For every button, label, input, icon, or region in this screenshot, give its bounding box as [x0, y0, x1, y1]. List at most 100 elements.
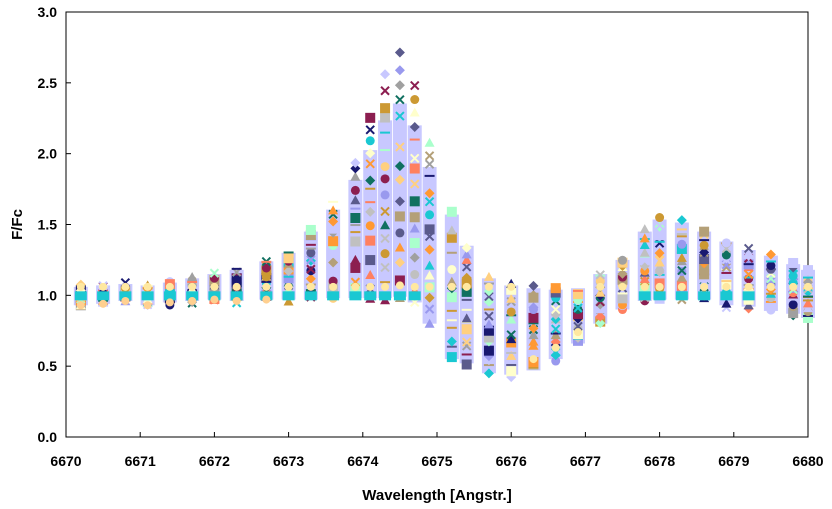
data-point	[506, 322, 516, 332]
data-point	[351, 282, 360, 291]
y-tick-label: 2.5	[38, 75, 58, 91]
data-point	[304, 291, 317, 301]
data-point	[365, 136, 375, 146]
data-point	[74, 291, 87, 301]
data-point	[676, 272, 687, 282]
data-point	[210, 295, 219, 304]
data-point	[305, 224, 316, 235]
data-point	[677, 282, 686, 291]
data-point	[803, 303, 813, 313]
data-point	[484, 311, 494, 321]
data-point	[447, 282, 456, 291]
data-point	[461, 254, 472, 264]
x-tick-label: 6675	[421, 453, 452, 469]
data-point	[329, 282, 338, 291]
data-point	[349, 291, 362, 301]
data-point	[699, 269, 710, 280]
plot-area	[65, 11, 815, 438]
data-point	[230, 291, 243, 301]
data-point	[425, 282, 434, 291]
data-point	[350, 185, 360, 195]
data-point	[766, 282, 775, 291]
data-point	[721, 238, 731, 248]
data-point	[380, 103, 391, 114]
data-point	[188, 297, 197, 305]
data-point	[409, 196, 420, 207]
data-point	[163, 291, 176, 301]
data-point	[483, 325, 494, 336]
x-tick-label: 6676	[496, 453, 527, 469]
data-point	[261, 263, 271, 273]
data-point	[617, 268, 628, 279]
data-point	[395, 142, 405, 152]
data-point	[653, 291, 666, 301]
data-point	[483, 332, 494, 343]
data-point	[676, 243, 687, 254]
data-point	[350, 244, 361, 255]
data-point	[282, 291, 295, 301]
data-point	[461, 286, 472, 297]
data-point	[654, 257, 665, 267]
data-point	[365, 206, 376, 217]
data-point	[507, 282, 516, 291]
data-point	[446, 352, 457, 363]
data-point	[283, 273, 294, 284]
data-point	[306, 248, 316, 258]
data-point	[365, 112, 376, 123]
data-point	[284, 282, 293, 291]
data-point	[461, 262, 472, 272]
data-point	[424, 137, 435, 147]
data-point	[424, 244, 435, 255]
data-point	[529, 355, 538, 364]
data-point	[789, 282, 798, 291]
data-point	[231, 273, 242, 284]
data-point	[640, 266, 650, 276]
data-point	[380, 220, 391, 230]
data-point	[721, 298, 732, 308]
data-point	[425, 210, 435, 220]
data-point	[410, 179, 420, 189]
data-point	[365, 235, 376, 246]
data-point	[394, 47, 405, 58]
data-point	[424, 292, 435, 303]
data-point	[722, 282, 731, 291]
data-point	[365, 175, 376, 186]
data-point	[721, 250, 731, 260]
data-point	[639, 224, 650, 234]
data-point	[409, 163, 420, 174]
data-point	[395, 111, 405, 121]
data-point	[409, 223, 420, 233]
data-point	[410, 153, 420, 163]
data-point	[461, 249, 472, 259]
data-point	[328, 257, 339, 268]
data-point	[283, 296, 294, 306]
data-point	[394, 257, 405, 268]
data-point	[424, 159, 435, 169]
data-point	[394, 242, 405, 252]
data-point	[446, 292, 457, 303]
data-point	[461, 341, 472, 351]
data-point	[483, 319, 494, 329]
data-point	[639, 274, 650, 284]
data-point	[461, 272, 472, 283]
data-point	[365, 148, 376, 159]
axis-ticks	[65, 11, 809, 438]
data-point	[305, 230, 316, 241]
data-point	[97, 291, 110, 301]
data-point	[447, 256, 457, 266]
data-point	[209, 268, 220, 278]
data-point	[573, 321, 583, 332]
data-point	[461, 337, 472, 347]
data-point	[99, 282, 108, 291]
data-point	[744, 282, 753, 291]
data-point	[551, 356, 561, 366]
data-point	[408, 291, 421, 301]
data-point	[461, 242, 472, 253]
data-point	[350, 163, 361, 174]
data-point	[677, 265, 687, 276]
data-point	[380, 249, 390, 259]
data-point	[165, 282, 174, 291]
data-point	[528, 330, 539, 340]
data-point	[99, 299, 108, 308]
data-point	[380, 233, 390, 244]
